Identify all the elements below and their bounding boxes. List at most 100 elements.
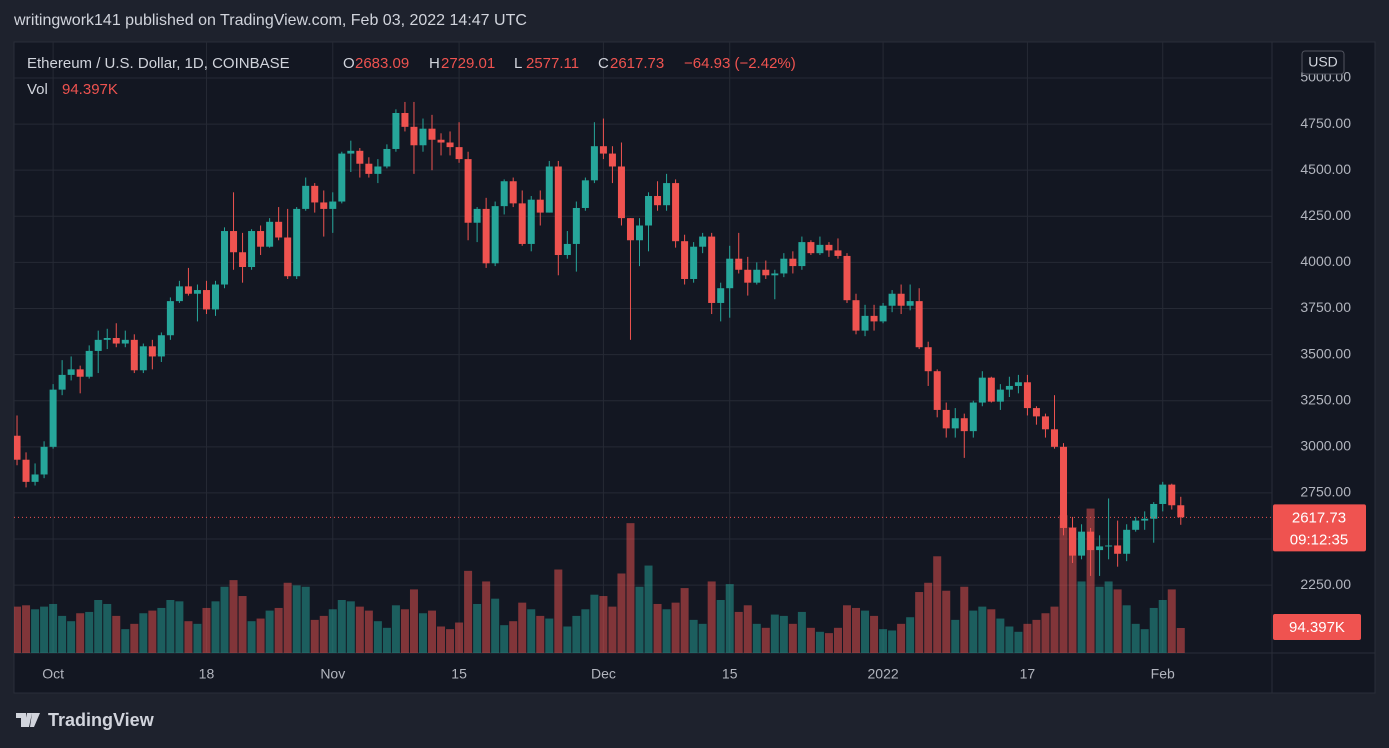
volume-bar [229, 580, 238, 653]
volume-bar [770, 614, 779, 653]
currency-box [1301, 50, 1345, 75]
y-tick-label: 3000.00 [1300, 438, 1351, 454]
y-tick-label: 2750.00 [1300, 484, 1351, 500]
candle-body [175, 286, 183, 302]
volume-bar [617, 573, 626, 653]
volume-bar [1050, 606, 1059, 653]
candle-body [645, 195, 653, 226]
volume-bar [130, 623, 139, 653]
chart-title: Ethereum / U.S. Dollar, 1D, COINBASE [27, 55, 290, 72]
volume-bar [1086, 508, 1095, 653]
volume-bar [527, 609, 536, 653]
volume-bar [536, 615, 545, 653]
candle-body [536, 199, 544, 213]
candle-body [915, 301, 923, 348]
candle-body [753, 269, 761, 283]
volume-value: 94.397K [62, 81, 118, 98]
volume-bar [301, 586, 310, 653]
volume-bar [220, 586, 229, 653]
candle-body [365, 163, 373, 174]
volume-bar [103, 603, 112, 653]
ohlc-label: C [598, 55, 609, 72]
last-price: 2617.73 [1292, 509, 1346, 526]
volume-bar [1032, 619, 1041, 653]
candle-body [1114, 545, 1122, 554]
candle-body [103, 338, 111, 340]
candle-body [1177, 505, 1185, 518]
volume-bar [283, 582, 292, 653]
volume-bar [310, 619, 319, 653]
candle-body [834, 250, 842, 256]
volume-bar [626, 523, 635, 653]
volume-bar [58, 615, 67, 653]
x-tick-label: Oct [42, 666, 64, 682]
candle-body [636, 225, 643, 241]
logo-icon [16, 713, 40, 727]
candle-body [708, 236, 716, 303]
candle-body [1032, 408, 1040, 417]
candle-body [482, 208, 490, 264]
ohlc-label: L [514, 55, 522, 72]
volume-bar [1059, 515, 1068, 653]
volume-bar [842, 605, 851, 653]
volume-bar [680, 588, 689, 653]
volume-bar [373, 621, 382, 653]
y-tick-label: 4000.00 [1300, 253, 1351, 269]
volume-bar [933, 556, 942, 653]
volume-bar [211, 601, 220, 653]
volume-bar [49, 603, 58, 653]
volume-bar [437, 626, 446, 653]
volume-bar [870, 615, 879, 653]
candle-body [329, 201, 337, 209]
volume-bar [996, 618, 1005, 653]
volume-bar [942, 590, 951, 653]
candle-body [392, 113, 400, 149]
volume-bar [608, 606, 617, 653]
legend: Ethereum / U.S. Dollar, 1D, COINBASE O 268… [27, 55, 796, 98]
candle-body [699, 236, 707, 247]
candle-body [221, 231, 229, 285]
candle-body [157, 335, 165, 357]
candle-body [861, 315, 869, 331]
volume-bar [328, 609, 337, 653]
volume-bar [707, 581, 716, 653]
candle-body [40, 446, 48, 475]
candle-body [690, 246, 698, 279]
chart-frame [13, 41, 1376, 694]
volume-bar [184, 621, 193, 653]
volume-bar [256, 618, 265, 653]
candle-body [816, 244, 824, 254]
candle-body [112, 338, 120, 344]
volume-bar [76, 613, 85, 653]
candle-body [49, 389, 57, 447]
y-tick-label: 4250.00 [1300, 207, 1351, 223]
volume-bar [743, 605, 752, 653]
volume-bar [473, 603, 482, 653]
candle-body [1014, 382, 1022, 386]
volume-bar [337, 600, 346, 653]
volume-bar [852, 607, 861, 653]
candle-body [978, 377, 986, 403]
candle-body [211, 284, 219, 310]
candle-body [942, 409, 950, 429]
candle-body [771, 273, 779, 276]
candle-body [383, 148, 391, 167]
axes: 5000.004750.004500.004250.004000.003750.… [42, 50, 1366, 682]
candle-body [94, 339, 102, 351]
y-tick-label: 3750.00 [1300, 299, 1351, 315]
volume-bar [455, 622, 464, 653]
candle-body [654, 195, 662, 206]
candle-body [320, 202, 328, 209]
ohlc-label: H [429, 55, 440, 72]
x-tick-label: Dec [591, 666, 616, 682]
y-tick-label: 3250.00 [1300, 391, 1351, 407]
ohlc-value: 2617.73 [610, 55, 664, 72]
volume-bar [157, 607, 166, 653]
candle-body [455, 147, 463, 160]
candle-body [879, 305, 887, 322]
volume-bar [85, 611, 94, 653]
volume-bar [364, 610, 373, 653]
candle-body [338, 153, 346, 202]
candle-body [491, 206, 499, 264]
volume-bar [509, 621, 518, 653]
